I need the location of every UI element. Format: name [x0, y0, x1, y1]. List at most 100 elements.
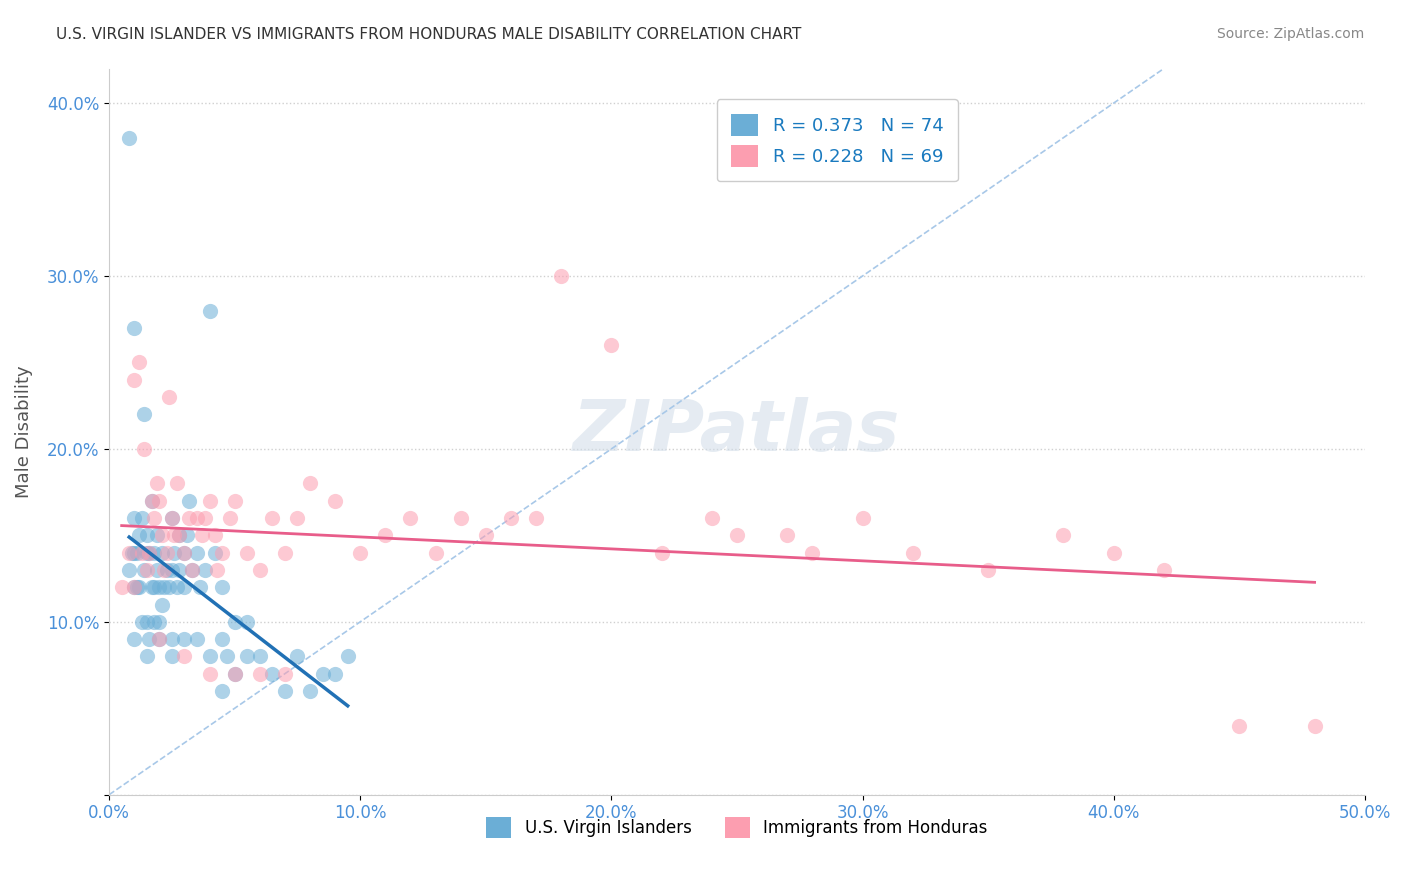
Point	[111, 580, 134, 594]
Point	[118, 130, 141, 145]
Point	[173, 546, 195, 560]
Point	[135, 528, 157, 542]
Point	[336, 649, 359, 664]
Point	[122, 632, 145, 646]
Point	[169, 528, 191, 542]
Point	[134, 563, 156, 577]
Point	[198, 649, 221, 664]
Point	[204, 528, 226, 542]
Point	[425, 546, 447, 560]
Point	[166, 580, 188, 594]
Point	[274, 684, 297, 698]
Point	[173, 546, 195, 560]
Point	[169, 563, 191, 577]
Point	[163, 546, 186, 560]
Point	[323, 493, 346, 508]
Point	[236, 546, 259, 560]
Point	[160, 511, 183, 525]
Point	[122, 546, 145, 560]
Point	[122, 373, 145, 387]
Point	[148, 632, 170, 646]
Legend: U.S. Virgin Islanders, Immigrants from Honduras: U.S. Virgin Islanders, Immigrants from H…	[479, 811, 994, 845]
Point	[450, 511, 472, 525]
Point	[274, 666, 297, 681]
Point	[138, 632, 160, 646]
Point	[125, 546, 148, 560]
Point	[224, 666, 246, 681]
Point	[700, 511, 723, 525]
Point	[311, 666, 333, 681]
Point	[148, 632, 170, 646]
Point	[122, 321, 145, 335]
Point	[131, 511, 153, 525]
Point	[160, 632, 183, 646]
Point	[211, 684, 233, 698]
Point	[118, 563, 141, 577]
Point	[186, 511, 208, 525]
Point	[181, 563, 204, 577]
Point	[150, 528, 173, 542]
Point	[224, 493, 246, 508]
Point	[249, 649, 271, 664]
Point	[218, 511, 240, 525]
Point	[851, 511, 873, 525]
Point	[146, 563, 169, 577]
Point	[169, 528, 191, 542]
Point	[148, 493, 170, 508]
Point	[134, 407, 156, 421]
Point	[173, 632, 195, 646]
Point	[160, 649, 183, 664]
Point	[146, 476, 169, 491]
Point	[143, 511, 166, 525]
Point	[143, 615, 166, 629]
Point	[217, 649, 239, 664]
Point	[901, 546, 924, 560]
Point	[134, 442, 156, 456]
Point	[148, 580, 170, 594]
Point	[173, 580, 195, 594]
Point	[163, 528, 186, 542]
Point	[148, 615, 170, 629]
Point	[193, 563, 215, 577]
Point	[179, 511, 201, 525]
Point	[179, 493, 201, 508]
Point	[138, 546, 160, 560]
Point	[499, 511, 522, 525]
Y-axis label: Male Disability: Male Disability	[15, 366, 32, 498]
Point	[323, 666, 346, 681]
Point	[150, 546, 173, 560]
Point	[249, 563, 271, 577]
Point	[138, 546, 160, 560]
Point	[211, 580, 233, 594]
Point	[198, 666, 221, 681]
Point	[224, 666, 246, 681]
Point	[143, 580, 166, 594]
Point	[299, 684, 322, 698]
Point	[128, 355, 150, 369]
Point	[198, 303, 221, 318]
Point	[186, 546, 208, 560]
Point	[157, 390, 180, 404]
Point	[1303, 718, 1326, 732]
Point	[125, 580, 148, 594]
Point	[776, 528, 799, 542]
Point	[141, 493, 163, 508]
Point	[287, 511, 309, 525]
Point	[166, 476, 188, 491]
Point	[131, 546, 153, 560]
Point	[211, 546, 233, 560]
Point	[160, 511, 183, 525]
Text: U.S. VIRGIN ISLANDER VS IMMIGRANTS FROM HONDURAS MALE DISABILITY CORRELATION CHA: U.S. VIRGIN ISLANDER VS IMMIGRANTS FROM …	[56, 27, 801, 42]
Point	[118, 546, 141, 560]
Point	[160, 563, 183, 577]
Point	[181, 563, 204, 577]
Point	[153, 580, 176, 594]
Point	[135, 546, 157, 560]
Point	[1227, 718, 1250, 732]
Point	[262, 666, 284, 681]
Point	[135, 563, 157, 577]
Point	[299, 476, 322, 491]
Point	[374, 528, 396, 542]
Point	[173, 649, 195, 664]
Point	[128, 580, 150, 594]
